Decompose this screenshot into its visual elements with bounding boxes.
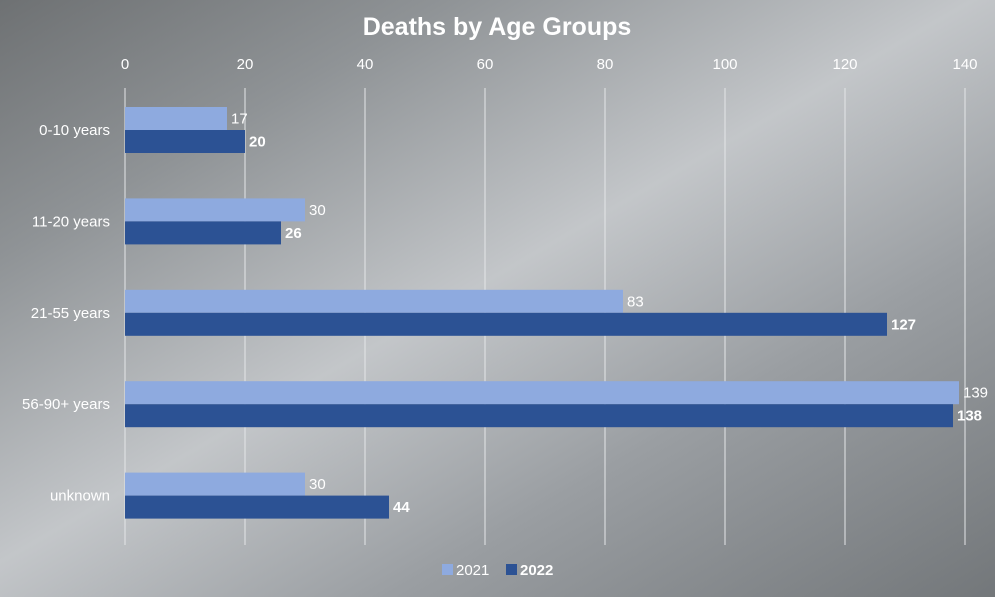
data-label-2022: 44 — [393, 499, 410, 516]
x-tick-label: 80 — [597, 56, 614, 73]
bar-2021 — [125, 381, 959, 405]
x-tick-label: 0 — [121, 56, 129, 73]
category-label: 11-20 years — [32, 213, 110, 230]
legend: 2021 2022 — [442, 562, 553, 579]
category-label: 21-55 years — [31, 305, 110, 322]
bar-2022 — [125, 312, 887, 336]
x-tick-label: 40 — [357, 56, 374, 73]
data-label-2022: 20 — [249, 134, 266, 151]
category-label: unknown — [50, 488, 110, 505]
data-label-2022: 138 — [957, 408, 982, 425]
bar-2021 — [125, 472, 305, 496]
bars — [125, 107, 959, 519]
x-tick-label: 60 — [477, 56, 494, 73]
data-label-2021: 83 — [627, 293, 644, 310]
data-label-2021: 139 — [963, 385, 988, 402]
y-axis-categories: 0-10 years 11-20 years 21-55 years 56-90+ y… — [22, 122, 110, 505]
category-label: 56-90+ years — [22, 396, 110, 413]
bar-2021 — [125, 107, 227, 130]
bar-2021 — [125, 289, 623, 313]
x-tick-label: 140 — [952, 56, 977, 73]
data-label-2022: 26 — [285, 225, 302, 242]
bar-2022 — [125, 221, 281, 245]
data-label-2021: 17 — [231, 111, 248, 128]
data-label-2022: 127 — [891, 316, 916, 333]
bar-2022 — [125, 130, 245, 153]
data-label-2021: 30 — [309, 202, 326, 219]
chart-title: Deaths by Age Groups — [363, 13, 632, 41]
bar-2022 — [125, 404, 953, 428]
x-tick-label: 120 — [832, 56, 857, 73]
legend-swatch-2022 — [506, 564, 517, 575]
category-label: 0-10 years — [39, 122, 110, 139]
bar-2022 — [125, 495, 389, 519]
bar-2021 — [125, 198, 305, 222]
x-axis-ticks: 0 20 40 60 80 100 120 140 — [121, 56, 978, 73]
data-label-2021: 30 — [309, 476, 326, 493]
x-tick-label: 100 — [712, 56, 737, 73]
legend-swatch-2021 — [442, 564, 453, 575]
x-tick-label: 20 — [237, 56, 254, 73]
legend-label-2022: 2022 — [520, 562, 553, 579]
legend-label-2021: 2021 — [456, 562, 489, 579]
